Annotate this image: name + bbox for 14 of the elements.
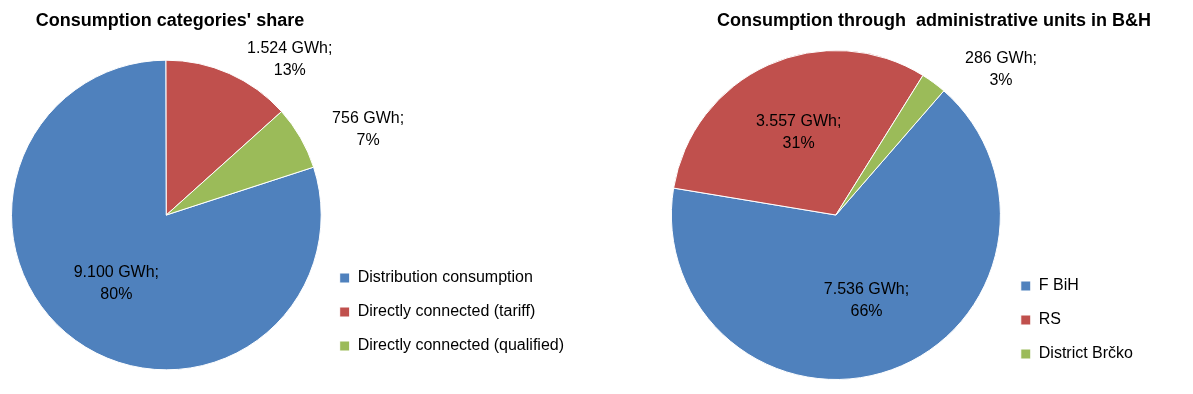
legend-label: RS: [1038, 310, 1062, 328]
data-label: 286 GWh; 3%: [965, 48, 1038, 88]
chart-title: Consumption categories' share: [34, 9, 306, 32]
legend-label: Distribution consumption: [357, 268, 533, 286]
data-label: 9.100 GWh; 80%: [73, 263, 160, 303]
legend-label: District Brčko: [1038, 344, 1134, 362]
legend-label: F BiH: [1038, 276, 1079, 294]
data-label: 3.557 GWh; 31%: [755, 111, 842, 151]
chart-title: Consumption through administrative units in B&H: [716, 9, 1152, 32]
data-label: 7.536 GWh; 66%: [823, 279, 910, 319]
legend-label: Directly connected (tariff): [357, 302, 536, 320]
data-label: 756 GWh; 7%: [332, 109, 405, 149]
legend-label: Directly connected (qualified): [357, 336, 565, 354]
data-label: 1.524 GWh; 13%: [247, 38, 333, 78]
